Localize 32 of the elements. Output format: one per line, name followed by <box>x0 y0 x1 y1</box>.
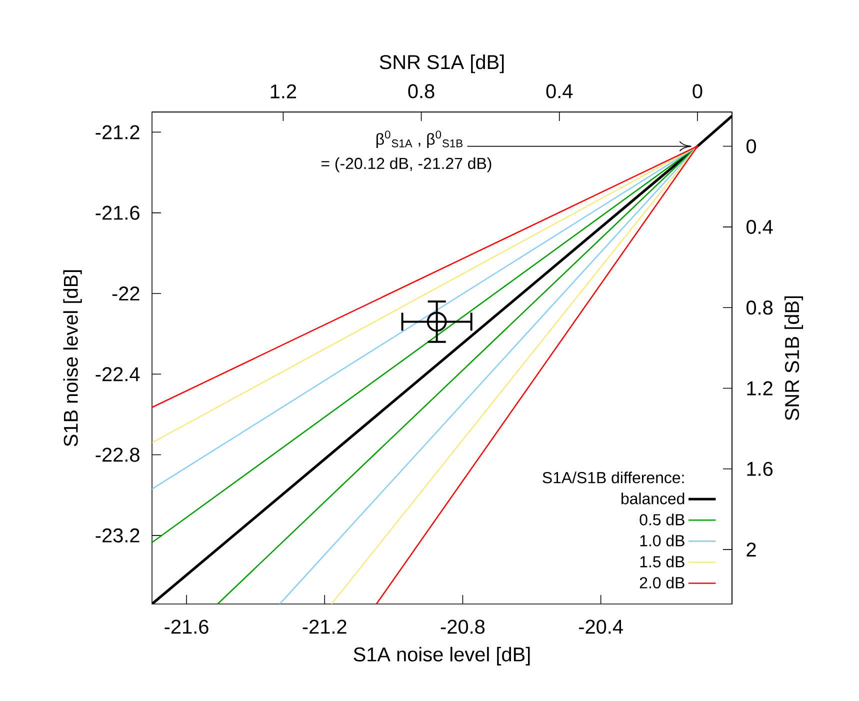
legend-label: balanced <box>622 492 684 504</box>
x2-tick-label: 0 <box>692 84 702 98</box>
x-tick-label: -21.2 <box>302 620 346 634</box>
legend-label: 0.5 dB <box>640 514 684 526</box>
y-tick-label: -22 <box>112 286 140 300</box>
x-tick-label: -21.6 <box>164 620 208 634</box>
y2-axis-title: SNR S1B [dB] <box>784 296 804 420</box>
y2-tick-label: 2 <box>746 542 756 557</box>
y-tick-label: -22.8 <box>96 448 140 462</box>
y2-tick-label: 0 <box>746 139 756 154</box>
x2-tick-label: 0.8 <box>408 84 434 98</box>
annotation: β$^{0}$$_{S1A}$ , β$^{0}$S1B <box>376 130 462 148</box>
annotation: = (-20.12 dB, -21.27 dB) <box>322 157 492 172</box>
legend-label: 2.0 dB <box>640 576 684 588</box>
legend-title: S1A/S1B difference: <box>542 472 684 484</box>
y2-tick-label: 1.2 <box>747 381 772 396</box>
x-tick-label: -20.8 <box>440 620 485 634</box>
y-tick-label: -22.4 <box>96 367 140 382</box>
y2-tick-label: 0.8 <box>746 300 773 315</box>
y-tick-label: -23.2 <box>96 528 140 542</box>
y-tick-label: -21.6 <box>96 206 140 220</box>
x-axis-title: S1A noise level [dB] <box>354 646 530 666</box>
x2-axis-title: SNR S1A [dB] <box>380 54 504 74</box>
x2-tick-label: 1.2 <box>270 84 296 98</box>
y-tick-label: -21.2 <box>96 125 140 140</box>
x-tick-label: -20.4 <box>579 620 623 634</box>
y2-tick-label: 0.4 <box>746 220 773 234</box>
y-axis-title: S1B noise level [dB] <box>63 270 82 446</box>
y2-tick-label: 1.6 <box>747 462 773 476</box>
x2-tick-label: 0.4 <box>546 84 573 98</box>
legend-label: 1.0 dB <box>640 534 684 546</box>
legend-label: 1.5 dB <box>640 556 684 568</box>
